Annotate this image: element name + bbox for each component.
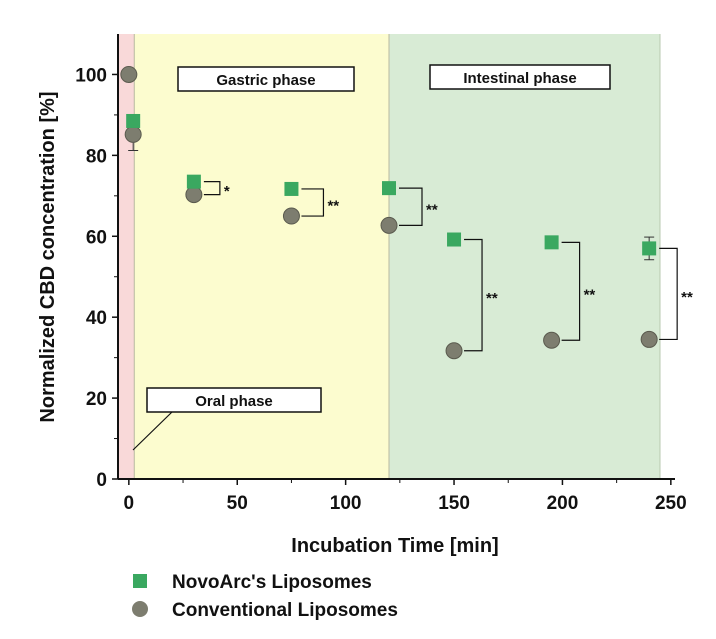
novoarc-point [447, 232, 462, 247]
significance-brackets: *** **** ** ** [203, 181, 693, 352]
legend: NovoArc's Liposomes Conventional Liposome… [132, 572, 398, 621]
x-tick-label: 200 [547, 493, 579, 514]
y-axis-title: Normalized CBD concentration [%] [37, 91, 59, 422]
x-tick-label: 150 [438, 493, 470, 514]
y-tick-label: 20 [86, 389, 107, 410]
significance-label: * [224, 183, 230, 200]
oral-phase-leader [132, 411, 173, 451]
conventional-point [640, 330, 658, 348]
y-tick-label: 0 [96, 470, 107, 491]
x-tick-label: 50 [227, 493, 248, 514]
significance-label: ** [584, 286, 596, 303]
phase-label: Gastric phase [216, 72, 315, 89]
novoarc-point [544, 235, 559, 250]
phase-band [389, 34, 660, 479]
significance-bracket [464, 238, 483, 352]
phase-label: Intestinal phase [463, 70, 576, 87]
legend-label: NovoArc's Liposomes [172, 572, 372, 593]
significance-label: ** [327, 197, 339, 214]
significance-bracket [203, 181, 221, 196]
y-tick-label: 100 [75, 65, 107, 86]
y-tick-label: 40 [86, 308, 107, 329]
legend-circle-icon [132, 601, 148, 617]
phase-labels: Oral phase Gastric phase Intestinal phase [132, 64, 611, 451]
significance-label: ** [486, 290, 498, 307]
y-tick-label: 60 [86, 227, 107, 248]
conventional-point [282, 207, 300, 225]
x-tick-label: 250 [655, 493, 687, 514]
conventional-point [185, 186, 203, 204]
x-axis-title: Incubation Time [min] [291, 535, 498, 557]
novoarc-point [382, 181, 396, 196]
significance-label: ** [681, 289, 693, 306]
phase-label-box [146, 387, 322, 413]
conventional-point [543, 331, 561, 349]
conventional-point [380, 216, 398, 234]
novoarc-point [126, 113, 141, 128]
phase-label: Oral phase [195, 393, 273, 410]
legend-square-icon [133, 574, 147, 588]
significance-bracket [561, 241, 581, 341]
significance-bracket [399, 187, 423, 226]
conventional-point [124, 125, 142, 143]
conventional-point [120, 65, 138, 83]
significance-bracket [659, 247, 678, 341]
novoarc-point [642, 241, 657, 256]
x-tick-label: 0 [124, 493, 135, 514]
novoarc-point [186, 174, 201, 189]
data-marks [120, 65, 658, 360]
x-tick-label: 100 [330, 493, 362, 514]
conventional-point [445, 342, 463, 360]
axes: 0 50 100 150 200 250 0 20 40 60 80 100 [75, 34, 687, 514]
phase-label-box [429, 64, 611, 90]
legend-label: Conventional Liposomes [172, 600, 398, 621]
significance-label: ** [426, 202, 438, 219]
y-tick-label: 80 [86, 146, 107, 167]
novoarc-point [284, 181, 299, 196]
significance-bracket [301, 188, 325, 217]
phase-band [118, 34, 135, 479]
phase-label-box [177, 66, 355, 92]
